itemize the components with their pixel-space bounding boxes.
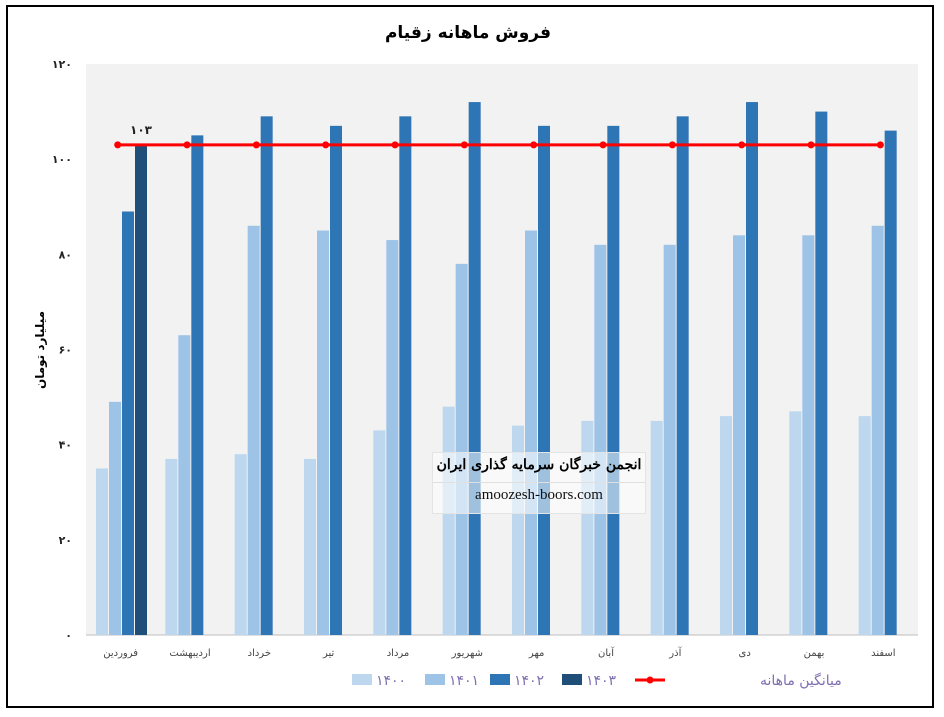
y-tick-label: ۶۰ (59, 344, 72, 357)
bar (386, 240, 399, 635)
bar (109, 401, 121, 635)
average-marker (807, 141, 815, 149)
legend-swatch (490, 674, 510, 685)
y-tick-label: ۸۰ (59, 248, 72, 261)
bar (135, 144, 147, 635)
bar (538, 125, 550, 635)
y-tick-label: ۱۰۰ (52, 153, 72, 166)
bar (802, 235, 815, 636)
x-tick-label: مهر (528, 648, 544, 659)
x-tick-label: خرداد (248, 648, 271, 659)
y-axis-label: میلیارد تومان (33, 311, 48, 389)
bar (317, 230, 329, 635)
bar (304, 458, 316, 635)
bar (442, 406, 455, 635)
bar (525, 230, 537, 635)
x-tick-label: شهریور (451, 648, 483, 659)
bar (96, 468, 108, 635)
watermark-url: amoozesh-boors.com (475, 487, 603, 503)
bar (247, 225, 260, 636)
y-tick-label: ۲۰ (59, 534, 72, 547)
legend-swatch (425, 674, 445, 685)
x-tick-label: اسفند (871, 648, 895, 659)
average-marker (530, 141, 538, 149)
x-tick-label: دی (739, 648, 751, 659)
watermark-divider (433, 482, 645, 483)
bar (858, 416, 871, 635)
bar (746, 102, 758, 636)
legend-swatch (562, 674, 582, 685)
bar (122, 211, 134, 635)
legend-label: ۱۴۰۱ (449, 673, 479, 689)
average-marker (114, 141, 122, 149)
bar (455, 263, 468, 635)
average-marker (738, 141, 746, 149)
average-marker (460, 141, 468, 149)
legend-swatch (352, 674, 372, 685)
x-tick-label: تیر (322, 648, 335, 659)
bar (330, 125, 342, 635)
data-label: ۱۰۳ (130, 123, 153, 137)
x-tick-label: آبان (598, 646, 615, 659)
bar (607, 125, 620, 635)
bar (676, 116, 689, 635)
plot-area (86, 64, 918, 635)
average-marker (391, 141, 399, 149)
bar (468, 102, 481, 636)
bar (399, 116, 412, 635)
x-tick-label: بهمن (804, 648, 825, 659)
x-tick-label: آذر (668, 646, 682, 659)
bar (165, 458, 178, 635)
x-tick-label: مرداد (387, 648, 410, 659)
legend-label: ۱۴۰۳ (586, 673, 617, 689)
bar (663, 244, 676, 636)
y-tick-label: ۴۰ (59, 439, 72, 452)
legend-label: میانگین ماهانه (760, 672, 842, 689)
average-marker (876, 141, 884, 149)
bar (234, 454, 247, 635)
legend-label: ۱۴۰۲ (514, 673, 544, 689)
bar (884, 130, 897, 635)
bar (650, 420, 663, 635)
bar (594, 244, 607, 636)
average-marker (183, 141, 191, 149)
bar (815, 111, 828, 636)
bar (373, 430, 386, 635)
average-marker (668, 141, 676, 149)
legend-label: ۱۴۰۰ (376, 673, 406, 689)
average-marker (322, 141, 330, 149)
bar (733, 235, 745, 636)
bar (178, 335, 191, 635)
x-tick-label: اردیبهشت (169, 648, 210, 659)
watermark-title: انجمن خبرگان سرمایه گذاری ایران (436, 457, 642, 473)
bar (789, 411, 802, 635)
bar (260, 116, 273, 635)
legend-average-swatch-marker (646, 676, 654, 684)
bar (871, 225, 884, 636)
y-tick-label: ۰ (65, 629, 72, 642)
bar (720, 416, 732, 635)
y-tick-label: ۱۲۰ (52, 58, 72, 71)
watermark: انجمن خبرگان سرمایه گذاری ایران amoozesh… (432, 452, 646, 514)
bar (191, 135, 204, 635)
x-tick-label: فروردین (103, 648, 138, 659)
average-marker (599, 141, 607, 149)
chart-title: فروش ماهانه زقیام (385, 23, 551, 43)
average-marker (252, 141, 260, 149)
